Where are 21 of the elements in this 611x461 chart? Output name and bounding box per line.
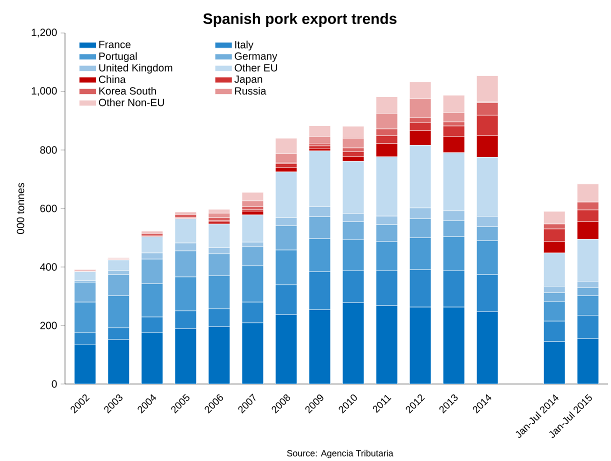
y-axis-title: 000 tonnes [16, 183, 24, 234]
legend-label: China [98, 75, 126, 84]
y-tick-label: 800 [40, 146, 57, 154]
y-tick-label: 600 [40, 204, 57, 212]
source-note: Source: Agencia Tributaria [287, 450, 394, 458]
legend-label: Germany [234, 52, 278, 62]
y-tick-label: 1,000 [32, 87, 57, 96]
legend-label: Portugal [99, 52, 137, 62]
legend-label: Japan [234, 76, 262, 85]
legend-label: Other Non-EU [98, 98, 164, 106]
legend-label: France [99, 40, 131, 48]
legend-label: Italy [235, 40, 254, 50]
y-tick-label: 400 [40, 263, 57, 271]
legend-label: United Kingdom [99, 64, 172, 74]
legend-label: Korea South [99, 86, 156, 95]
chart-title: Spanish pork export trends [203, 13, 397, 27]
legend-label: Russia [235, 86, 266, 95]
legend-label: Other EU [234, 64, 278, 72]
y-tick-label: 200 [40, 322, 57, 330]
y-tick-label: 1,200 [32, 28, 57, 38]
y-tick-label: 0 [52, 380, 57, 388]
